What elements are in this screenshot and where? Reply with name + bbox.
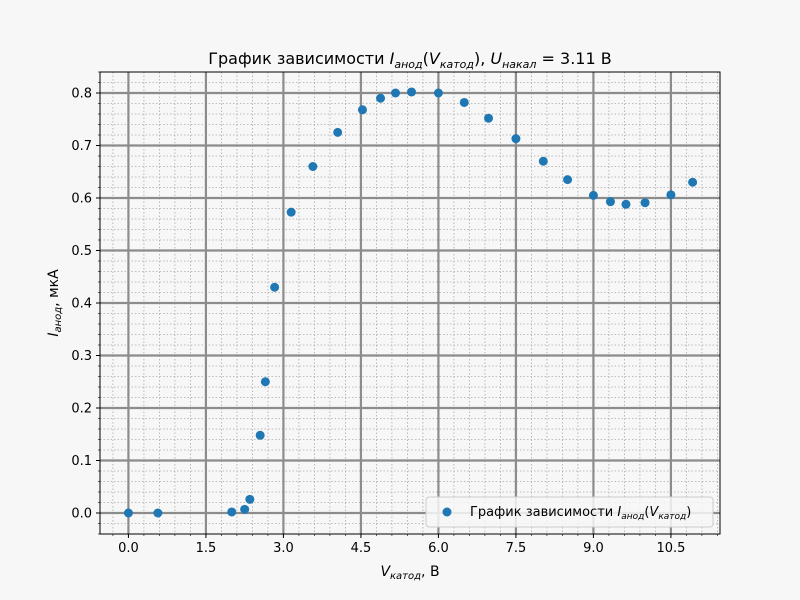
legend-label: График зависимости Iанод(Vкатод) (470, 505, 691, 522)
y-tick-label: 0.0 (71, 507, 92, 522)
legend-box (425, 496, 714, 528)
legend-marker (442, 507, 452, 517)
data-point (588, 190, 598, 200)
data-point (333, 127, 343, 137)
data-point (123, 508, 133, 518)
y-tick-label: 0.4 (71, 297, 92, 312)
x-tick-label: 7.5 (506, 541, 527, 556)
x-tick-label: 4.5 (351, 541, 372, 556)
data-point (260, 377, 270, 387)
data-point (538, 156, 548, 166)
x-axis-label: Vкатод, В (380, 564, 439, 582)
data-point (605, 197, 615, 207)
y-tick-label: 0.5 (71, 244, 92, 259)
tick-labels: 0.0 1.5 3.0 4.5 6.0 7.5 9.0 10.5 0.0 0.1 0.2 0.3 0.4… (71, 87, 685, 557)
data-point (391, 88, 401, 98)
y-tick-label: 0.8 (71, 87, 92, 102)
data-point (688, 177, 698, 187)
major-grid (100, 72, 720, 534)
data-point (286, 207, 296, 217)
data-point (407, 87, 417, 97)
x-tick-label: 1.5 (196, 541, 217, 556)
data-point (308, 162, 318, 171)
data-point (255, 430, 265, 440)
data-point (484, 113, 494, 123)
x-tick-label: 9.0 (583, 541, 604, 556)
data-point (640, 198, 650, 208)
y-tick-label: 0.3 (71, 349, 92, 364)
chart-title: График зависимости Iанод(Vкатод), Uнакал… (208, 49, 611, 71)
x-tick-label: 3.0 (273, 541, 294, 556)
y-tick-label: 0.6 (71, 192, 92, 207)
data-point (240, 504, 250, 514)
data-point (563, 175, 573, 185)
plot-frame (99, 71, 721, 535)
data-point (153, 508, 163, 518)
data-point (459, 97, 469, 107)
x-tick-label: 6.0 (428, 541, 449, 556)
y-tick-label: 0.7 (71, 139, 92, 154)
data-point (227, 507, 237, 517)
data-point (245, 494, 255, 504)
data-point (357, 105, 367, 115)
y-tick-label: 0.2 (71, 402, 92, 417)
x-tick-label: 0.0 (118, 541, 139, 556)
legend: График зависимости Iанод(Vкатод) (425, 496, 714, 528)
data-point (621, 199, 631, 209)
data-point (666, 190, 676, 200)
y-tick-label: 0.1 (71, 454, 92, 469)
x-tick-label: 10.5 (656, 541, 685, 556)
data-points (123, 87, 698, 518)
data-point (433, 88, 443, 98)
y-axis-label: Iанод, мкА (46, 269, 64, 337)
data-point (511, 134, 521, 144)
data-point (376, 93, 386, 103)
data-point (270, 282, 280, 292)
